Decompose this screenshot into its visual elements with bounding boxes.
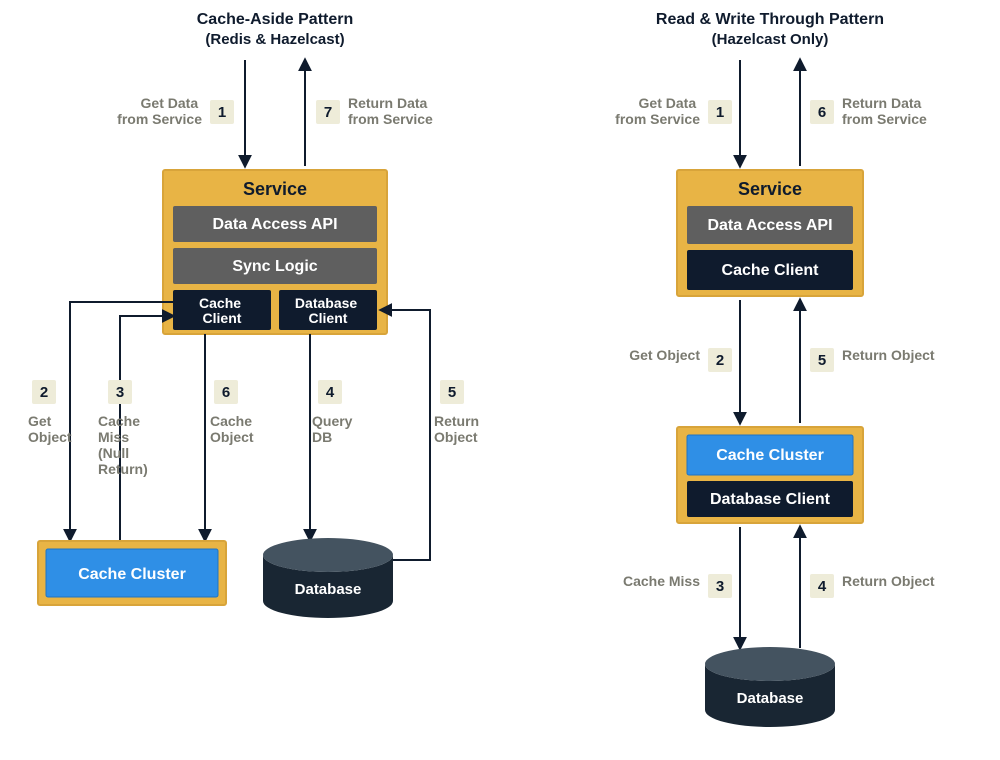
left-diagram: Cache-Aside Pattern (Redis & Hazelcast) … [28,11,479,618]
svg-text:5: 5 [448,384,456,401]
svg-text:Database: Database [295,581,362,598]
left-badge-2: 2 GetObject [28,380,72,445]
svg-text:Data Access API: Data Access API [212,216,337,233]
svg-text:Cache Cluster: Cache Cluster [716,447,824,464]
svg-text:CacheObject: CacheObject [210,413,254,445]
right-step2-label: Get Object [629,347,700,363]
left-badge-4: 4 QueryDB [312,380,353,445]
svg-text:6: 6 [222,384,230,401]
svg-text:4: 4 [818,578,827,595]
right-service-label: Service [738,179,802,199]
svg-text:Cache Client: Cache Client [199,295,245,326]
right-diagram: Read & Write Through Pattern (Hazelcast … [615,11,935,727]
right-subtitle: (Hazelcast Only) [712,31,829,48]
right-step4-label: Return Object [842,573,935,589]
svg-text:2: 2 [40,384,48,401]
left-arrow-5 [381,310,430,560]
left-title: Cache-Aside Pattern [197,11,354,28]
svg-text:GetObject: GetObject [28,413,72,445]
svg-text:ReturnObject: ReturnObject [434,413,479,445]
left-subtitle: (Redis & Hazelcast) [205,31,344,48]
svg-text:3: 3 [716,578,724,595]
diagram-root: Cache-Aside Pattern (Redis & Hazelcast) … [0,0,1000,760]
left-step7-label: Return Data from Service [348,95,433,127]
svg-text:Database: Database [737,690,804,707]
left-badge-5: 5 ReturnObject [434,380,479,445]
left-service-label: Service [243,179,307,199]
svg-text:Data Access API: Data Access API [707,217,832,234]
svg-text:2: 2 [716,352,724,369]
svg-text:1: 1 [218,104,226,121]
svg-text:1: 1 [716,104,724,121]
left-step1-label: Get Data from Service [117,95,202,127]
svg-text:QueryDB: QueryDB [312,413,353,445]
svg-text:4: 4 [326,384,335,401]
svg-text:Cache Cluster: Cache Cluster [78,566,186,583]
svg-text:Cache Client: Cache Client [722,262,820,279]
left-database-icon: Database [263,538,393,618]
right-step6-label: Return Data from Service [842,95,927,127]
right-step3-label: Cache Miss [623,573,700,589]
svg-text:5: 5 [818,352,826,369]
svg-text:Database Client: Database Client [710,491,831,508]
svg-text:CacheMiss(NullReturn): CacheMiss(NullReturn) [98,413,148,477]
left-badge-3: 3 CacheMiss(NullReturn) [98,380,148,477]
svg-text:3: 3 [116,384,124,401]
right-step1-label: Get Data from Service [615,95,700,127]
svg-text:7: 7 [324,104,332,121]
right-title: Read & Write Through Pattern [656,11,884,28]
right-database-icon: Database [705,647,835,727]
svg-text:Sync Logic: Sync Logic [232,258,317,275]
right-step5-label: Return Object [842,347,935,363]
left-badge-6: 6 CacheObject [210,380,254,445]
svg-text:6: 6 [818,104,826,121]
